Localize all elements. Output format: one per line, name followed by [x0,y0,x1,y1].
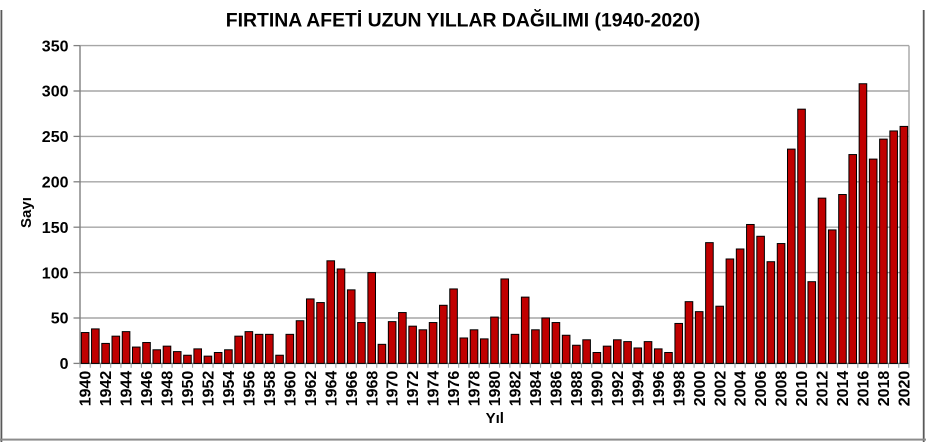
svg-text:1986: 1986 [549,371,566,407]
svg-text:2018: 2018 [876,371,893,407]
svg-text:1982: 1982 [508,371,525,407]
svg-text:1950: 1950 [180,371,197,407]
svg-text:250: 250 [42,129,69,146]
svg-text:1964: 1964 [323,371,340,407]
svg-text:1956: 1956 [241,371,258,407]
svg-text:1966: 1966 [344,371,361,407]
svg-text:1942: 1942 [98,371,115,407]
svg-text:1974: 1974 [426,371,443,407]
svg-text:1994: 1994 [630,371,647,407]
svg-text:1944: 1944 [119,371,136,407]
svg-text:1948: 1948 [160,371,177,407]
svg-text:1998: 1998 [671,371,688,407]
svg-text:1988: 1988 [569,371,586,407]
svg-text:1996: 1996 [651,371,668,407]
svg-text:1984: 1984 [528,371,545,407]
svg-text:2004: 2004 [733,371,750,407]
svg-text:2008: 2008 [774,371,791,407]
svg-text:FIRTINA AFETİ UZUN YILLAR DAĞI: FIRTINA AFETİ UZUN YILLAR DAĞILIMI (1940… [226,8,700,32]
svg-text:1958: 1958 [262,371,279,407]
svg-text:Sayı: Sayı [18,197,35,228]
svg-text:350: 350 [42,38,69,55]
svg-text:Yıl: Yıl [486,410,504,427]
svg-text:2006: 2006 [753,371,770,407]
svg-text:1970: 1970 [385,371,402,407]
svg-text:1992: 1992 [610,371,627,407]
svg-text:1940: 1940 [78,371,95,407]
svg-text:1978: 1978 [467,371,484,407]
svg-text:150: 150 [42,220,69,237]
svg-text:2012: 2012 [815,371,832,407]
svg-text:2014: 2014 [835,371,852,407]
svg-text:50: 50 [51,311,69,328]
svg-text:1972: 1972 [405,371,422,407]
svg-text:2010: 2010 [794,371,811,407]
svg-text:300: 300 [42,84,69,101]
svg-text:1990: 1990 [589,371,606,407]
svg-text:1962: 1962 [303,371,320,407]
svg-text:1954: 1954 [221,371,238,407]
svg-text:1980: 1980 [487,371,504,407]
svg-text:1952: 1952 [201,371,218,407]
svg-text:200: 200 [42,175,69,192]
svg-text:1960: 1960 [282,371,299,407]
svg-text:2016: 2016 [856,371,873,407]
svg-text:2020: 2020 [896,371,913,407]
svg-text:1968: 1968 [364,371,381,407]
svg-text:2000: 2000 [692,371,709,407]
svg-text:1976: 1976 [446,371,463,407]
svg-text:1946: 1946 [139,371,156,407]
svg-text:2002: 2002 [712,371,729,407]
svg-text:100: 100 [42,265,69,282]
svg-text:0: 0 [60,356,69,373]
